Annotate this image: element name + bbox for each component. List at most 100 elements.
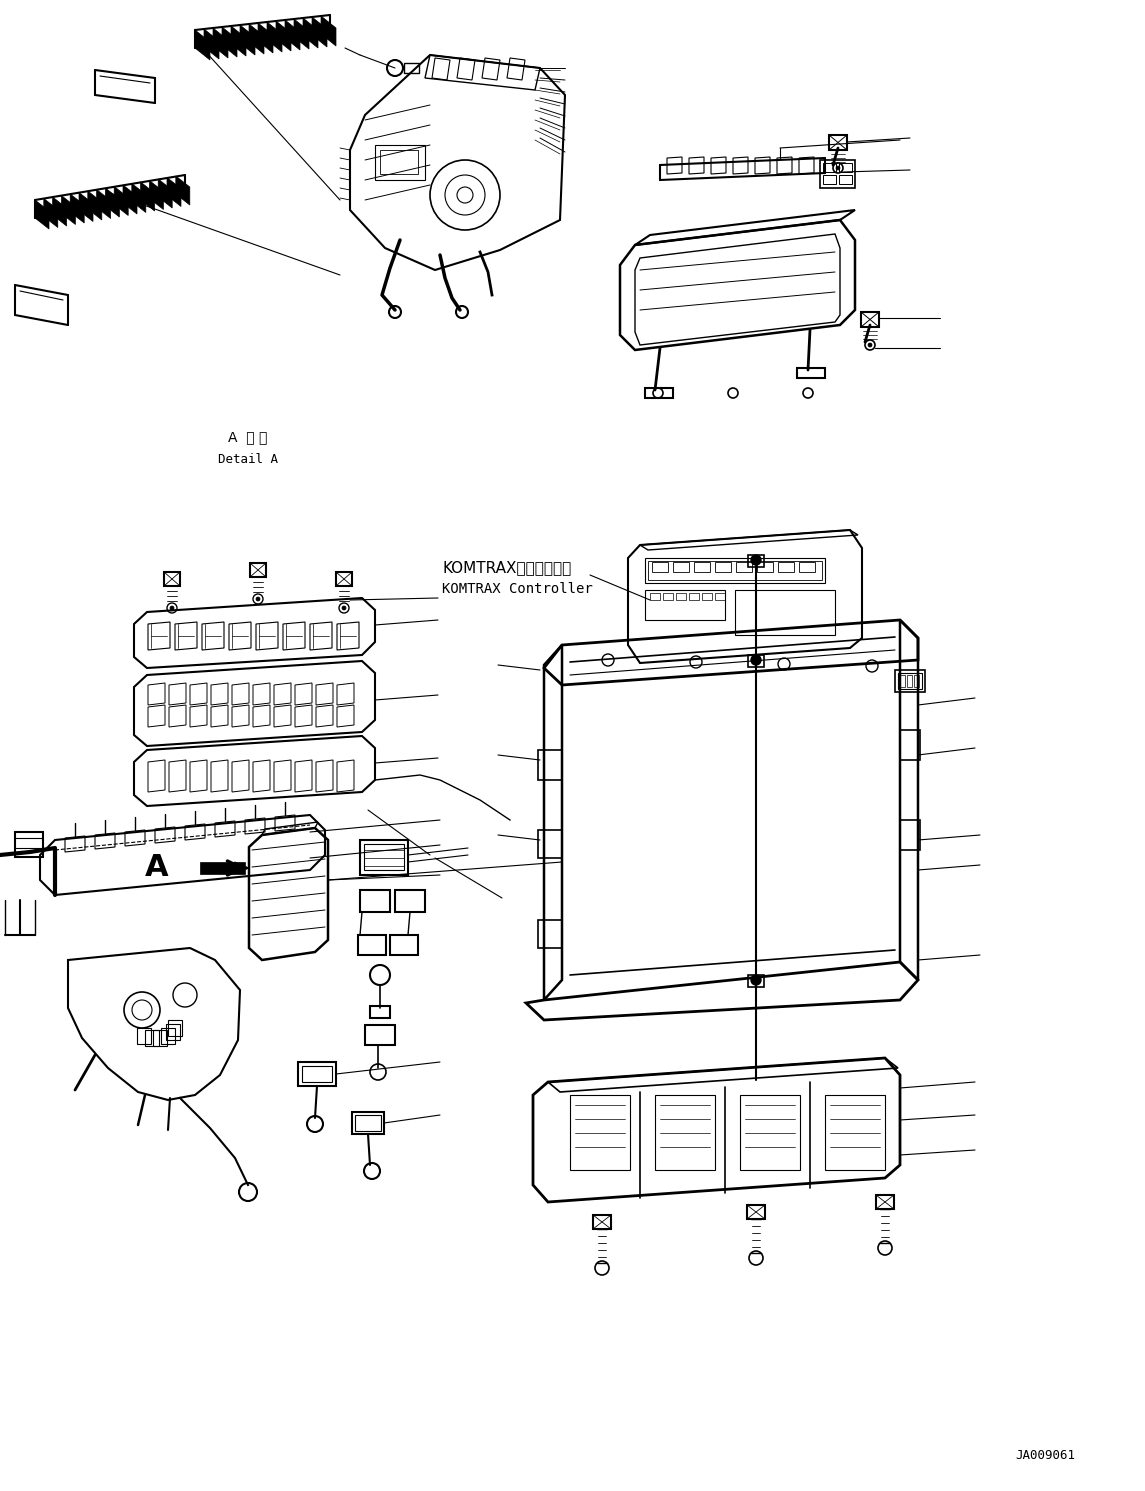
Polygon shape — [222, 27, 237, 57]
Bar — [652, 562, 668, 573]
Bar — [914, 675, 919, 687]
Bar — [777, 562, 793, 573]
Circle shape — [836, 166, 840, 170]
Bar — [168, 1020, 182, 1036]
Circle shape — [868, 343, 872, 347]
Text: A  詳 細: A 詳 細 — [228, 429, 268, 444]
Bar — [645, 590, 725, 620]
Bar — [15, 832, 44, 857]
Polygon shape — [204, 28, 219, 60]
Polygon shape — [62, 195, 76, 225]
Bar — [689, 593, 698, 599]
Polygon shape — [105, 188, 119, 218]
Bar — [298, 1062, 335, 1085]
Bar — [364, 844, 404, 871]
Circle shape — [751, 555, 761, 565]
Bar — [136, 1029, 150, 1044]
Polygon shape — [35, 200, 49, 230]
Circle shape — [751, 655, 761, 665]
Polygon shape — [285, 19, 300, 51]
Bar — [676, 593, 686, 599]
Bar — [370, 1006, 390, 1018]
Bar — [166, 1024, 180, 1041]
Bar — [895, 669, 925, 692]
Polygon shape — [195, 30, 210, 60]
Polygon shape — [267, 22, 282, 52]
Polygon shape — [53, 197, 66, 227]
Bar — [694, 562, 710, 573]
Circle shape — [342, 605, 346, 610]
Bar — [650, 593, 660, 599]
Bar — [898, 672, 922, 689]
Bar — [714, 593, 725, 599]
Bar — [302, 1066, 332, 1082]
Polygon shape — [258, 22, 273, 54]
Circle shape — [256, 596, 260, 601]
Bar — [390, 935, 418, 956]
Bar — [593, 1215, 611, 1229]
Text: KOMTRAX Controller: KOMTRAX Controller — [442, 581, 593, 596]
Bar — [829, 136, 847, 151]
Polygon shape — [311, 16, 327, 48]
Bar — [757, 562, 773, 573]
Bar — [823, 163, 836, 171]
Bar — [748, 555, 764, 567]
Bar — [876, 1194, 894, 1209]
Bar — [839, 163, 852, 171]
Text: JA009061: JA009061 — [1014, 1449, 1075, 1463]
Polygon shape — [70, 194, 85, 224]
Text: A: A — [144, 853, 168, 883]
Bar — [164, 573, 180, 586]
Text: Detail A: Detail A — [218, 453, 278, 467]
Polygon shape — [167, 177, 181, 206]
Bar — [839, 174, 852, 183]
Polygon shape — [132, 183, 145, 213]
Bar — [570, 1094, 630, 1170]
Bar — [748, 975, 764, 987]
Bar — [355, 1115, 381, 1132]
Bar — [645, 388, 673, 398]
Polygon shape — [176, 176, 190, 204]
Bar — [404, 63, 419, 73]
Bar — [144, 1030, 158, 1045]
Polygon shape — [200, 862, 245, 874]
Polygon shape — [276, 21, 291, 51]
Polygon shape — [114, 186, 128, 216]
Bar — [900, 675, 905, 687]
Text: KOMTRAXコントローラ: KOMTRAXコントローラ — [442, 561, 571, 576]
Circle shape — [751, 975, 761, 986]
Circle shape — [169, 605, 174, 610]
Bar — [395, 890, 425, 912]
Bar — [820, 160, 855, 188]
Bar — [153, 1030, 167, 1045]
Bar — [358, 935, 386, 956]
Bar — [747, 1205, 765, 1220]
Bar — [736, 562, 752, 573]
Polygon shape — [149, 180, 164, 210]
Bar — [799, 562, 815, 573]
Bar — [376, 145, 425, 180]
Bar — [826, 1094, 885, 1170]
Bar — [360, 890, 390, 912]
Bar — [648, 561, 822, 580]
Bar — [861, 312, 879, 327]
Polygon shape — [303, 18, 318, 48]
Polygon shape — [294, 19, 309, 49]
Bar — [907, 675, 913, 687]
Polygon shape — [123, 185, 137, 215]
Bar — [360, 839, 408, 875]
Bar — [823, 174, 836, 183]
Bar — [352, 1112, 384, 1135]
Polygon shape — [141, 182, 155, 212]
Polygon shape — [158, 179, 172, 209]
Bar — [702, 593, 712, 599]
Bar — [250, 564, 266, 577]
Polygon shape — [321, 16, 335, 46]
Bar — [748, 655, 764, 666]
Polygon shape — [79, 192, 93, 222]
Polygon shape — [44, 198, 57, 228]
Polygon shape — [213, 28, 228, 58]
Bar — [655, 1094, 714, 1170]
Bar — [365, 1024, 395, 1045]
Bar — [380, 151, 418, 174]
